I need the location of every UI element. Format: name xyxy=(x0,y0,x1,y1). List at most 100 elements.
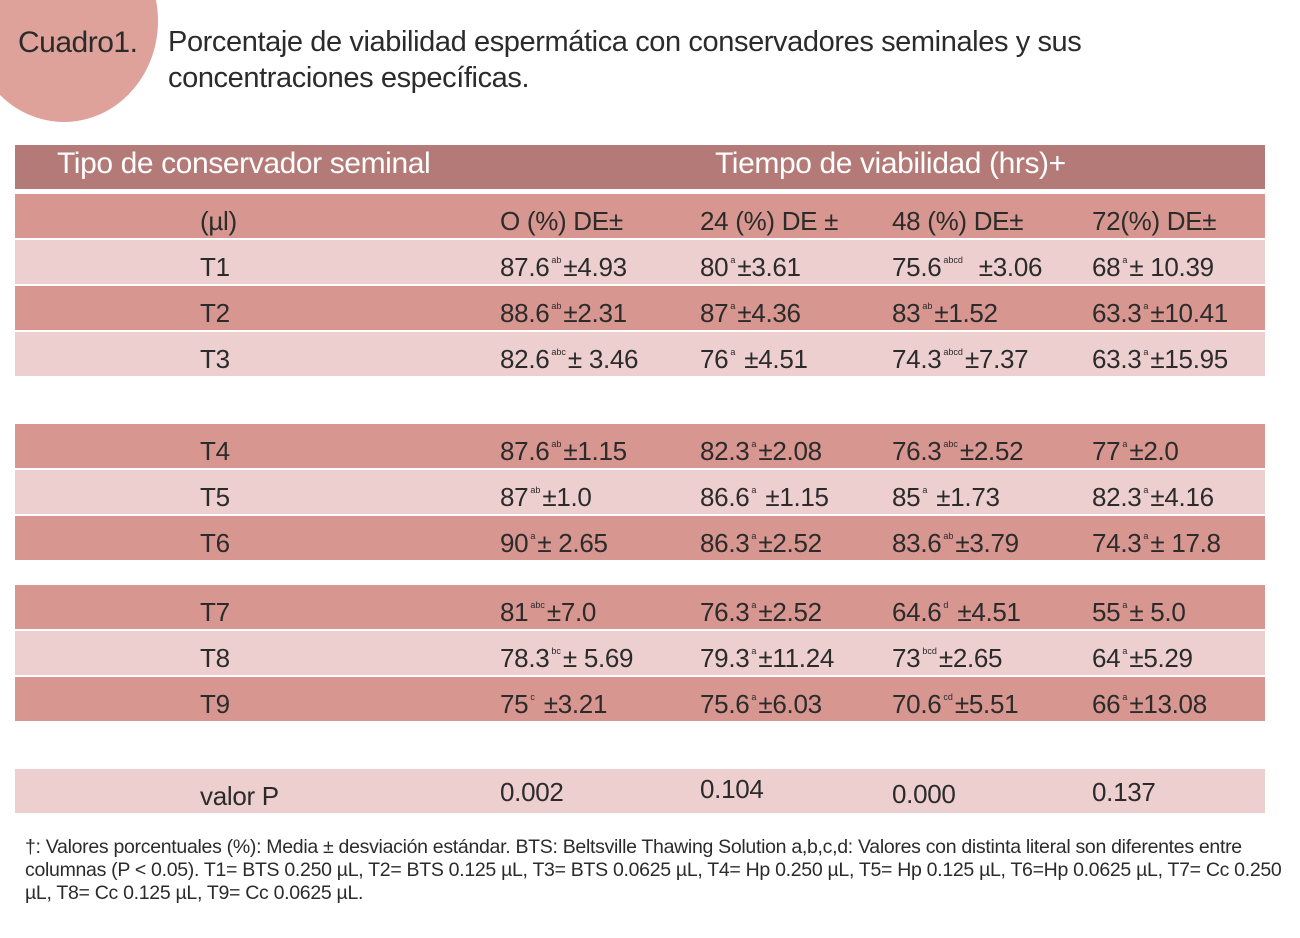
table-row: T3 82.6 abc± 3.46 76 a ±4.51 74.3 abcd±7.37 63.… xyxy=(15,332,1265,376)
cell-48h: 73 bcd±2.65 xyxy=(892,643,1003,674)
subheader-72h: 72(%) DE± xyxy=(1092,206,1217,236)
cell-0h: 82.6 abc± 3.46 xyxy=(500,344,639,375)
cell-std-dev: ±2.08 xyxy=(758,436,822,466)
row-label: T6 xyxy=(200,528,230,558)
cell-significance-letters: a xyxy=(1122,646,1128,656)
cell-significance-letters: a xyxy=(1122,600,1128,610)
pvalue-label: valor P xyxy=(200,781,279,811)
cell-std-dev: ±1.15 xyxy=(563,436,627,466)
row-label: T9 xyxy=(200,689,230,719)
cell-0h: 87 ab±1.0 xyxy=(500,482,592,513)
cell-significance-letters: ab xyxy=(551,439,562,449)
cell-mean: 87.6 xyxy=(500,436,550,466)
cell-significance-letters: a xyxy=(1143,531,1149,541)
cell-mean: 82.6 xyxy=(500,344,550,374)
cell-mean: 83 xyxy=(892,298,921,328)
cell-mean: 74.3 xyxy=(1092,528,1142,558)
header-tiempo: Tiempo de viabilidad (hrs)+ xyxy=(715,147,1066,180)
cell-72h: 66 a±13.08 xyxy=(1092,689,1207,720)
cell-std-dev: ±6.03 xyxy=(758,689,822,719)
cell-0h: 88.6 ab±2.31 xyxy=(500,298,627,329)
cell-significance-letters: ab xyxy=(551,301,562,311)
cell-std-dev: ± 10.39 xyxy=(1129,252,1214,282)
cell-std-dev: ±7.0 xyxy=(546,597,597,627)
cell-std-dev: ±3.21 xyxy=(536,689,608,719)
cell-mean: 85 xyxy=(892,482,921,512)
cell-significance-letters: a xyxy=(751,692,757,702)
subheader-0h: O (%) DE± xyxy=(500,206,623,236)
cell-std-dev: ±3.61 xyxy=(737,252,801,282)
cell-mean: 82.3 xyxy=(1092,482,1142,512)
cell-std-dev: ±2.65 xyxy=(938,643,1003,673)
pvalue-row: valor P 0.002 0.104 0.000 0.137 xyxy=(15,769,1265,813)
cell-significance-letters: a xyxy=(530,531,536,541)
cell-mean: 88.6 xyxy=(500,298,550,328)
cell-mean: 68 xyxy=(1092,252,1121,282)
cell-mean: 81 xyxy=(500,597,529,627)
cell-mean: 55 xyxy=(1092,597,1121,627)
cell-48h: 74.3 abcd±7.37 xyxy=(892,344,1029,375)
header-conservador: Tipo de conservador seminal xyxy=(57,147,431,180)
cell-mean: 63.3 xyxy=(1092,298,1142,328)
cell-std-dev: ±4.93 xyxy=(563,252,627,282)
cell-24h: 80 a±3.61 xyxy=(700,252,801,283)
cell-significance-letters: ab xyxy=(943,531,954,541)
cell-0h: 81 abc±7.0 xyxy=(500,597,596,628)
cell-72h: 63.3 a±10.41 xyxy=(1092,298,1228,329)
table-row: T7 81 abc±7.0 76.3 a±2.52 64.6 d ±4.51 55 a± 5.0 xyxy=(15,585,1265,629)
cell-std-dev: ±7.37 xyxy=(964,344,1029,374)
cell-significance-letters: a xyxy=(1143,485,1149,495)
cell-mean: 80 xyxy=(700,252,729,282)
cell-72h: 64 a±5.29 xyxy=(1092,643,1193,674)
cell-mean: 64.6 xyxy=(892,597,942,627)
cell-significance-letters: abc xyxy=(943,439,958,449)
cell-significance-letters: a xyxy=(1122,692,1128,702)
cell-mean: 79.3 xyxy=(700,643,750,673)
cell-48h: 83.6 ab±3.79 xyxy=(892,528,1019,559)
table-subheader-row: (µl) O (%) DE± 24 (%) DE ± 48 (%) DE± 72… xyxy=(15,194,1265,238)
cell-significance-letters: ab xyxy=(922,301,933,311)
cell-72h: 77 a±2.0 xyxy=(1092,436,1179,467)
cell-significance-letters: a xyxy=(1122,255,1128,265)
cell-std-dev: ±11.24 xyxy=(758,643,835,673)
cell-mean: 90 xyxy=(500,528,529,558)
cell-72h: 63.3 a±15.95 xyxy=(1092,344,1228,375)
cell-std-dev: ± 5.69 xyxy=(562,643,634,673)
table-row: T2 88.6 ab±2.31 87 a±4.36 83 ab±1.52 63.3 a±10.4… xyxy=(15,286,1265,330)
table-header-row: Tipo de conservador seminal Tiempo de vi… xyxy=(15,145,1265,189)
table-row: T8 78.3 bc± 5.69 79.3 a±11.24 73 bcd±2.65 64 a±5… xyxy=(15,631,1265,675)
cell-48h: 75.6 abcd ±3.06 xyxy=(892,252,1042,283)
row-label: T7 xyxy=(200,597,230,627)
cell-0h: 78.3 bc± 5.69 xyxy=(500,643,634,674)
cell-48h: 70.6 cd±5.51 xyxy=(892,689,1019,720)
cell-significance-letters: c xyxy=(530,692,535,702)
decorative-circle xyxy=(0,0,158,122)
cell-mean: 86.3 xyxy=(700,528,750,558)
cell-mean: 75.6 xyxy=(700,689,750,719)
cell-std-dev: ±5.29 xyxy=(1129,643,1193,673)
row-label: T4 xyxy=(200,436,230,466)
table-row: T4 87.6 ab±1.15 82.3 a±2.08 76.3 abc±2.52 77 a±2… xyxy=(15,424,1265,468)
cell-significance-letters: a xyxy=(751,485,757,495)
cell-std-dev: ± 17.8 xyxy=(1150,528,1221,558)
cell-significance-letters: bc xyxy=(551,646,561,656)
pvalue-0h: 0.002 xyxy=(500,777,564,807)
cell-mean: 75 xyxy=(500,689,529,719)
cell-std-dev: ±2.0 xyxy=(1129,436,1179,466)
cell-mean: 73 xyxy=(892,643,921,673)
cell-significance-letters: abcd xyxy=(943,255,963,265)
cell-significance-letters: abcd xyxy=(943,347,963,357)
cell-24h: 87 a±4.36 xyxy=(700,298,801,329)
cell-significance-letters: cd xyxy=(943,692,953,702)
table-footnote: †: Valores porcentuales (%): Media ± des… xyxy=(25,836,1282,904)
cell-std-dev: ±3.79 xyxy=(955,528,1019,558)
subheader-unit: (µl) xyxy=(200,206,237,236)
cell-std-dev: ± 2.65 xyxy=(537,528,608,558)
cell-std-dev: ±1.15 xyxy=(758,482,829,512)
subheader-24h: 24 (%) DE ± xyxy=(700,206,839,236)
cell-mean: 75.6 xyxy=(892,252,942,282)
cell-72h: 82.3 a±4.16 xyxy=(1092,482,1214,513)
cell-72h: 55 a± 5.0 xyxy=(1092,597,1186,628)
cell-std-dev: ±4.51 xyxy=(737,344,808,374)
cell-24h: 75.6 a±6.03 xyxy=(700,689,822,720)
